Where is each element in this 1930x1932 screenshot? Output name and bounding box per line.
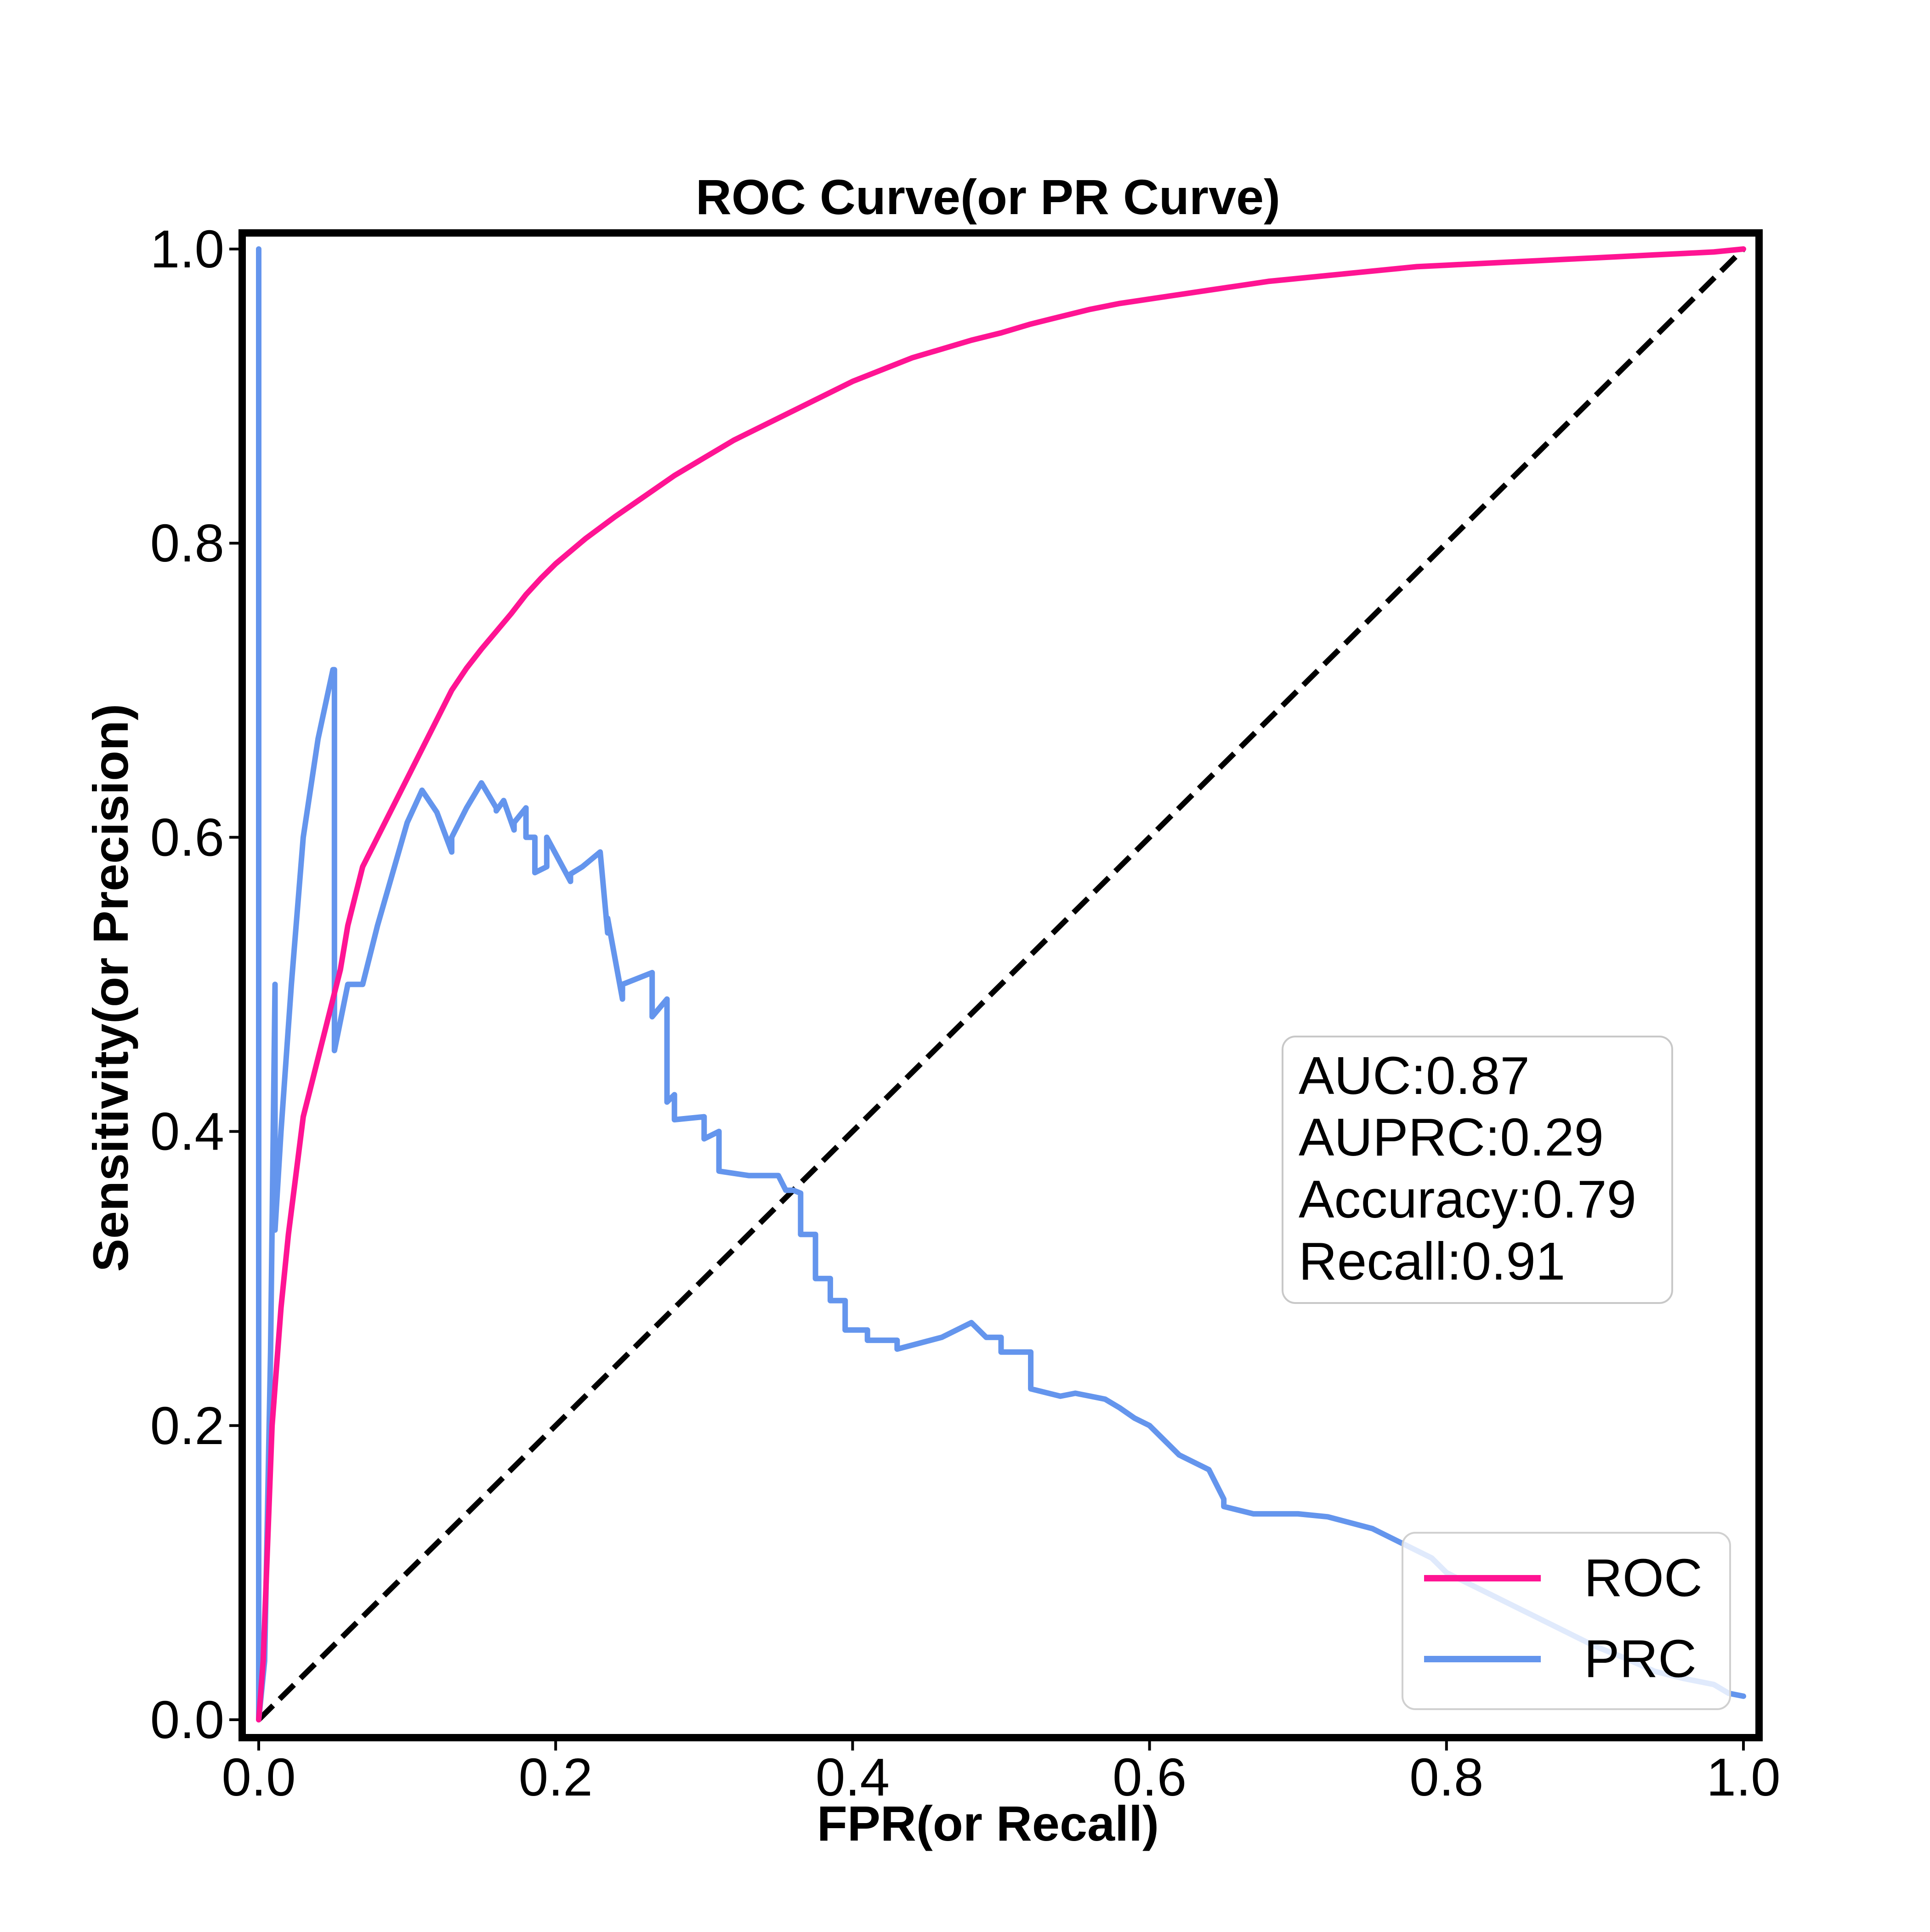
x-tick-label: 0.4 <box>816 1747 890 1807</box>
y-tick-label: 0.6 <box>150 807 224 867</box>
x-tick-label: 0.8 <box>1409 1747 1483 1807</box>
prc-curve-line <box>256 246 1746 1722</box>
y-tick-label: 1.0 <box>150 219 224 279</box>
y-tick-label: 0.4 <box>150 1102 224 1161</box>
y-tick-label: 0.2 <box>150 1396 224 1456</box>
plot-area <box>256 246 1746 1722</box>
annotation-box <box>1282 1036 1673 1304</box>
legend-label-prc: PRC <box>1584 1629 1697 1688</box>
legend: ROC PRC <box>1402 1532 1731 1710</box>
legend-label-roc: ROC <box>1584 1548 1703 1608</box>
x-tick-label: 1.0 <box>1706 1747 1780 1807</box>
y-tick-label: 0.0 <box>150 1690 224 1750</box>
axis-ticks: 0.0 0.2 0.4 0.6 0.8 1.0 0.0 0.2 0.4 0.6 0.8 1.0 <box>150 219 1781 1807</box>
chart-title: ROC Curve(or PR Curve) <box>696 169 1280 225</box>
annotation-auc: AUC:0.87 <box>1299 1046 1530 1105</box>
y-axis-label: Sensitivity(or Precision) <box>83 704 138 1272</box>
x-tick-label: 0.6 <box>1113 1747 1186 1807</box>
annotation-auprc: AUPRC:0.29 <box>1299 1107 1604 1167</box>
chance-diagonal-line <box>256 247 1746 1722</box>
y-tick-label: 0.8 <box>150 513 224 573</box>
x-axis-label: FPR(or Recall) <box>817 1796 1159 1851</box>
annotation-recall: Recall:0.91 <box>1299 1231 1565 1291</box>
x-tick-label: 0.2 <box>519 1747 593 1807</box>
x-tick-label: 0.0 <box>221 1747 295 1807</box>
plot-frame <box>238 229 1763 1741</box>
annotation-accuracy: Accuracy:0.79 <box>1299 1169 1636 1229</box>
roc-curve-line <box>256 246 1746 1722</box>
metrics-annotation: AUC:0.87 AUPRC:0.29 Accuracy:0.79 Recall… <box>1282 1036 1673 1304</box>
